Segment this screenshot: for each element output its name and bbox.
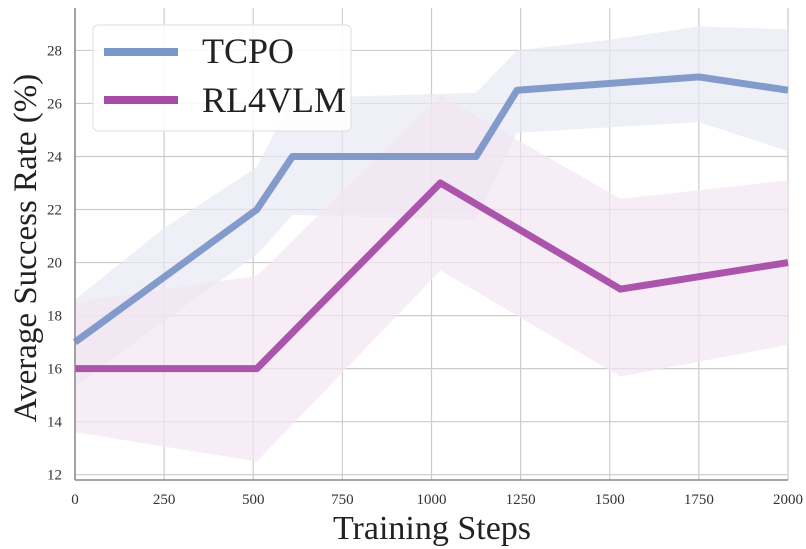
x-tick-label: 250 bbox=[153, 492, 176, 508]
y-tick-label: 14 bbox=[47, 415, 63, 431]
x-tick-label: 1750 bbox=[684, 492, 714, 508]
x-tick-label: 1250 bbox=[506, 492, 536, 508]
tick-labels: 0 250 500 750 1000 1250 1500 1750 2000 12 14 16 18 20… bbox=[47, 43, 803, 508]
x-tick-label: 1500 bbox=[595, 492, 625, 508]
y-tick-label: 16 bbox=[47, 362, 63, 378]
axes bbox=[74, 8, 788, 481]
legend-label-tcpo: TCPO bbox=[202, 31, 294, 71]
legend-label-rl4vlm: RL4VLM bbox=[202, 80, 346, 120]
y-tick-label: 22 bbox=[47, 203, 62, 219]
x-tick-label: 0 bbox=[71, 492, 79, 508]
x-tick-label: 500 bbox=[242, 492, 265, 508]
y-tick-label: 24 bbox=[47, 149, 63, 165]
series-lines bbox=[72, 73, 789, 373]
y-tick-label: 26 bbox=[47, 96, 63, 112]
x-tick-label: 750 bbox=[331, 492, 354, 508]
y-tick-label: 28 bbox=[47, 43, 62, 59]
x-axis-title: Training Steps bbox=[333, 510, 531, 547]
y-tick-label: 20 bbox=[47, 256, 62, 272]
y-axis-title: Average Success Rate (%) bbox=[8, 74, 44, 422]
x-tick-label: 2000 bbox=[773, 492, 803, 508]
legend: TCPO RL4VLM bbox=[92, 24, 352, 132]
y-tick-label: 18 bbox=[47, 309, 62, 325]
y-tick-label: 12 bbox=[47, 468, 62, 484]
x-tick-label: 1000 bbox=[417, 492, 447, 508]
